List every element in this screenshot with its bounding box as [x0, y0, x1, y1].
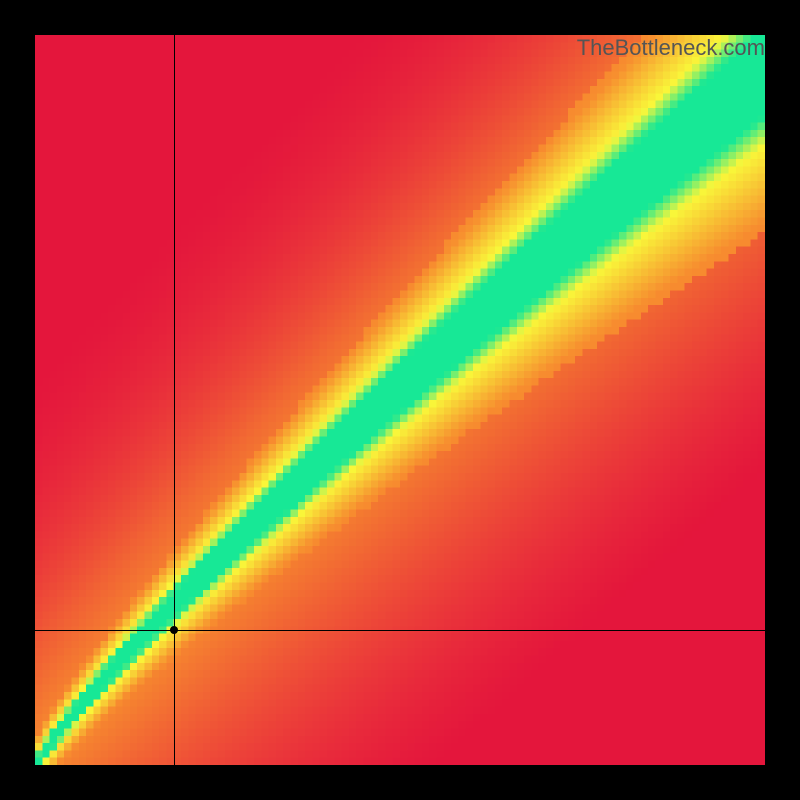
bottleneck-heatmap-chart — [35, 35, 765, 765]
crosshair-vertical — [174, 35, 175, 765]
crosshair-horizontal — [35, 630, 765, 631]
watermark-text: TheBottleneck.com — [577, 35, 765, 61]
selected-point-marker — [170, 626, 178, 634]
heatmap-canvas — [35, 35, 765, 765]
